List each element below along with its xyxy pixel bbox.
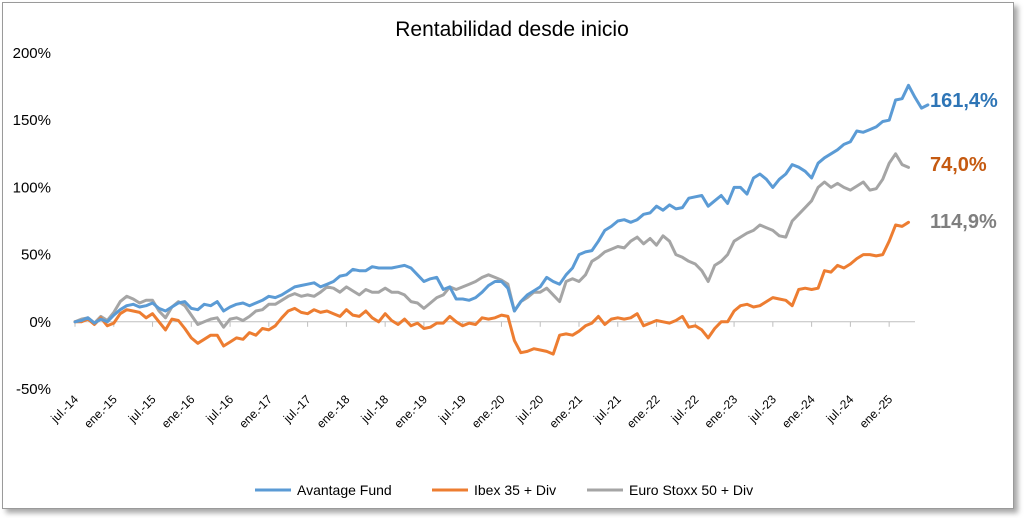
series-line-ibex-35-div (73, 220, 910, 356)
x-tick-label: ene.-24 (779, 392, 818, 431)
x-axis: jul.-14 ene.-15 jul.-15 ene.-16 jul.-16 ene.-… (47, 321, 915, 431)
series-lines (73, 83, 930, 356)
x-tick-label: ene.-17 (236, 392, 275, 431)
series-line-avantage-fund (73, 83, 930, 325)
x-tick-label: jul.-17 (280, 392, 314, 426)
x-tick-label: jul.-18 (358, 392, 392, 426)
series-line-euro-stoxx-50-div (73, 152, 910, 329)
chart-frame (2, 2, 1014, 509)
legend-label: Avantage Fund (297, 482, 392, 498)
y-tick-label: -50% (16, 381, 51, 398)
y-tick-label: 100% (13, 179, 51, 196)
x-tick-label: ene.-18 (314, 392, 353, 431)
x-tick-label: jul.-22 (668, 392, 702, 426)
x-tick-label: ene.-15 (81, 392, 120, 431)
x-tick-label: jul.-24 (823, 392, 857, 426)
y-axis: -50% 0% 50% 100% 150% 200% (13, 45, 51, 398)
x-tick-label: ene.-22 (624, 392, 663, 431)
end-value-label: 74,0% (930, 154, 987, 176)
legend-label: Ibex 35 + Div (474, 482, 556, 498)
y-tick-label: 150% (13, 112, 51, 129)
x-tick-label: jul.-21 (590, 392, 624, 426)
x-tick-label: ene.-21 (546, 392, 585, 431)
x-tick-label: jul.-15 (125, 392, 159, 426)
x-tick-label: jul.-23 (745, 392, 779, 426)
x-tick-label: ene.-20 (469, 392, 508, 431)
end-value-label: 161,4% (930, 90, 998, 112)
y-tick-label: 50% (21, 247, 51, 264)
end-value-label: 114,9% (930, 211, 997, 233)
y-tick-label: 200% (13, 45, 51, 62)
y-tick-label: 0% (29, 314, 51, 331)
x-tick-label: jul.-14 (47, 392, 81, 426)
x-tick-label: ene.-25 (857, 392, 896, 431)
chart-title: Rentabilidad desde inicio (395, 18, 629, 41)
x-tick-label: jul.-19 (435, 392, 469, 426)
end-labels: 161,4% 74,0% 114,9% (930, 90, 998, 233)
legend: Avantage Fund Ibex 35 + Div Euro Stoxx 50 … (255, 482, 753, 498)
x-tick-label: jul.-16 (202, 392, 236, 426)
legend-label: Euro Stoxx 50 + Div (629, 482, 753, 498)
x-tick-label: ene.-19 (391, 392, 430, 431)
x-tick-label: ene.-23 (702, 392, 741, 431)
x-tick-label: jul.-20 (513, 392, 547, 426)
x-tick-label: ene.-16 (159, 392, 198, 431)
